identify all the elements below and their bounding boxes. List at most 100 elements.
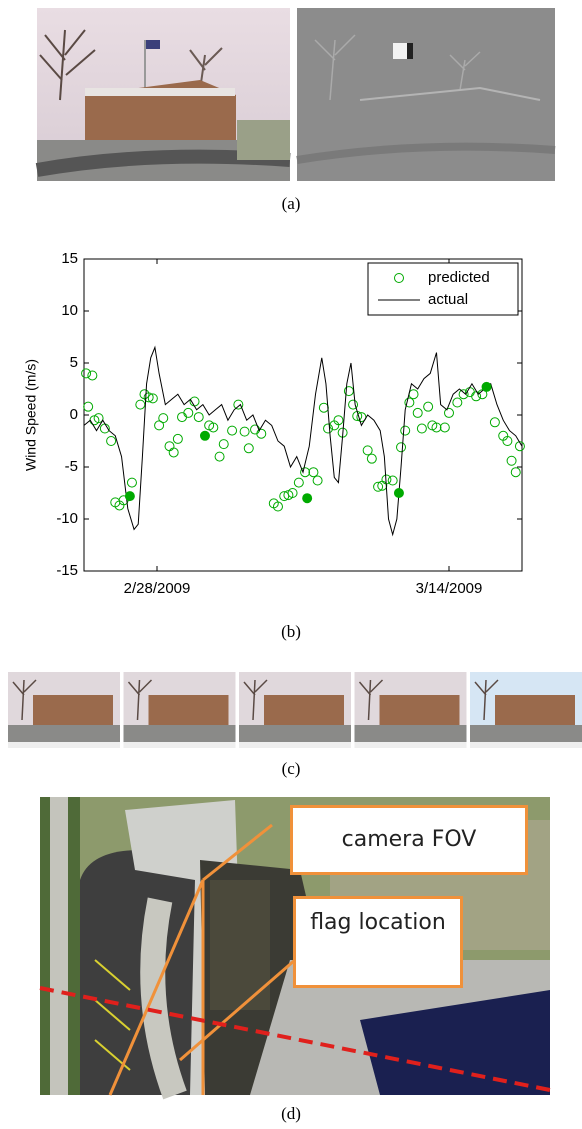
frame-caption bbox=[8, 742, 120, 748]
predicted-point bbox=[126, 477, 137, 488]
predicted-point bbox=[362, 445, 373, 456]
y-tick-label: 10 bbox=[61, 302, 78, 319]
y-tick-label: -10 bbox=[56, 510, 78, 527]
legend-box bbox=[367, 262, 519, 316]
callout: camera FOV bbox=[290, 805, 528, 875]
y-tick-label: -5 bbox=[65, 458, 78, 475]
predicted-point bbox=[348, 399, 359, 410]
x-tick-label: 3/14/2009 bbox=[416, 580, 483, 597]
wind-chart: -15 -10 -5 0 5 10 15 2/28/2009 3/14/2009 Wind Spe… bbox=[23, 250, 525, 597]
predicted-point bbox=[158, 413, 169, 424]
predicted-point bbox=[193, 412, 204, 423]
predicted-point bbox=[172, 433, 183, 444]
legend-swatch bbox=[394, 273, 404, 283]
highlight-point bbox=[393, 488, 404, 498]
predicted-point bbox=[312, 475, 323, 486]
predicted-point bbox=[412, 407, 423, 418]
predicted-point bbox=[506, 455, 517, 466]
predicted-point bbox=[164, 441, 175, 452]
highlight-point bbox=[302, 493, 313, 504]
predicted-point bbox=[300, 467, 311, 478]
y-axis-label: Wind Speed (m/s) bbox=[23, 359, 39, 471]
predicted-point bbox=[489, 417, 500, 428]
frame-caption bbox=[354, 742, 467, 748]
predicted-point bbox=[256, 428, 267, 439]
predicted-point bbox=[323, 423, 334, 434]
legend-label: actual bbox=[428, 291, 468, 308]
frame-caption bbox=[239, 742, 351, 748]
predicted-point bbox=[218, 439, 229, 450]
predicted-point bbox=[183, 407, 194, 418]
predicted-point bbox=[87, 370, 98, 381]
predicted-point bbox=[318, 402, 329, 413]
predicted-point bbox=[243, 443, 254, 454]
photo-a bbox=[35, 8, 291, 181]
predicted-point bbox=[239, 426, 250, 437]
predicted-point bbox=[308, 467, 319, 478]
predicted-point bbox=[214, 451, 225, 462]
predicted-point bbox=[400, 425, 411, 436]
predicted-point bbox=[396, 442, 407, 453]
panel-label: (d) bbox=[281, 1104, 301, 1123]
predicted-point bbox=[177, 412, 188, 423]
predicted-point bbox=[373, 481, 384, 492]
predicted-point bbox=[366, 453, 377, 464]
highlight-point bbox=[481, 381, 492, 392]
frame-building bbox=[33, 695, 113, 725]
actual-line bbox=[83, 345, 523, 537]
frame-tree bbox=[358, 679, 384, 721]
predicted-point bbox=[452, 397, 463, 408]
predicted-point bbox=[423, 401, 434, 412]
frame-tree bbox=[12, 679, 37, 721]
predicted-point bbox=[404, 397, 415, 408]
predicted-point bbox=[408, 389, 419, 400]
panel-label: (a) bbox=[282, 194, 301, 213]
legend-label: predicted bbox=[428, 269, 490, 286]
predicted-point bbox=[431, 422, 442, 433]
predicted-point bbox=[439, 422, 450, 433]
x-tick-label: 2/28/2009 bbox=[124, 580, 191, 597]
frame-building bbox=[379, 695, 460, 725]
y-tick-label: 5 bbox=[70, 354, 78, 371]
predicted-point bbox=[81, 368, 92, 379]
callout: flag location bbox=[293, 896, 463, 988]
frame-caption bbox=[123, 742, 236, 748]
predicted-point bbox=[272, 501, 283, 512]
predicted-point bbox=[458, 389, 469, 400]
predicted-point bbox=[444, 407, 454, 418]
predicted-point bbox=[514, 441, 525, 452]
highlight-point bbox=[199, 430, 210, 441]
predicted-point bbox=[83, 401, 94, 412]
predicted-point bbox=[387, 475, 398, 486]
predicted-point bbox=[106, 436, 117, 446]
photo-a-filtered bbox=[296, 8, 556, 181]
predicted-point bbox=[233, 399, 244, 410]
y-tick-label: -15 bbox=[56, 562, 78, 579]
predicted-point bbox=[250, 424, 261, 435]
y-tick-label: 0 bbox=[70, 406, 78, 423]
frame-caption bbox=[470, 742, 582, 748]
predicted-point bbox=[154, 420, 165, 431]
predicted-point bbox=[135, 399, 146, 410]
panel-label: (b) bbox=[281, 622, 301, 641]
predicted-point bbox=[333, 415, 344, 426]
predicted-point bbox=[208, 422, 219, 433]
predicted-point bbox=[227, 425, 238, 436]
predicted-point bbox=[502, 436, 513, 446]
predicted-point bbox=[287, 488, 298, 498]
frame-building bbox=[495, 695, 575, 725]
predicted-point bbox=[143, 392, 154, 403]
highlight-point bbox=[124, 491, 135, 502]
frame-tree bbox=[127, 679, 153, 721]
frame-tree bbox=[474, 679, 499, 721]
panel-label: (c) bbox=[282, 759, 301, 778]
predicted-point bbox=[93, 413, 104, 424]
predicted-point bbox=[293, 477, 304, 488]
frame-building bbox=[264, 695, 344, 725]
photo-strip bbox=[8, 672, 582, 748]
frame-building bbox=[148, 695, 229, 725]
predicted-point bbox=[416, 423, 427, 434]
predicted-point bbox=[168, 447, 179, 458]
